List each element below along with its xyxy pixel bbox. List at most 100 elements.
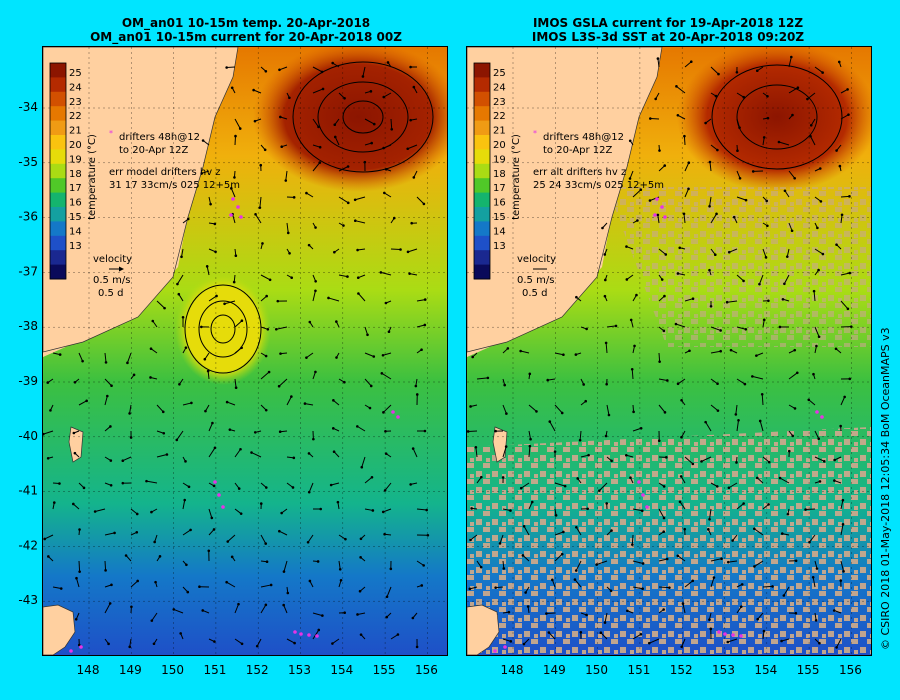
- colorbar-tick: 25: [69, 68, 82, 79]
- lat-tick-label: -34: [18, 100, 38, 114]
- svg-text:0.5 m/s: 0.5 m/s: [517, 275, 554, 286]
- colorbar-label: temperature (°C): [87, 134, 98, 220]
- left-title-line1: OM_an01 10-15m temp. 20-Apr-2018: [121, 16, 371, 30]
- svg-text:25 24 33cm/s 025 12+5m: 25 24 33cm/s 025 12+5m: [533, 180, 664, 191]
- svg-text:0.5 d: 0.5 d: [98, 288, 123, 299]
- svg-text:err model drifters hv z: err model drifters hv z: [109, 167, 221, 178]
- drifter-legend: * drifters 48h@12 to 20-Apr 12Z err mode…: [109, 129, 240, 191]
- lon-tick-label: 151: [203, 663, 226, 677]
- svg-text:velocity: velocity: [93, 254, 132, 265]
- svg-text:to 20-Apr 12Z: to 20-Apr 12Z: [119, 145, 189, 156]
- velocity-legend: velocity 0.5 m/s 0.5 d: [517, 254, 556, 299]
- drifter-tracks: [493, 197, 824, 653]
- drifter-tracks: [69, 197, 400, 653]
- lon-tick-label: 150: [585, 663, 608, 677]
- temperature-colorbar: 25 24 23 22 21 20 19 18 17 16 15 14 13 temperature (°…: [49, 62, 98, 280]
- svg-text:*: *: [533, 129, 537, 138]
- right-title-line2: IMOS L3S-3d SST at 20-Apr-2018 09:20Z: [531, 30, 805, 44]
- warm-eddy: [677, 42, 877, 192]
- drifter-legend: * drifters 48h@12 to 20-Apr 12Z err alt …: [533, 129, 664, 191]
- cloud-mask-upper: [607, 187, 871, 347]
- lon-tick-label: 149: [119, 663, 142, 677]
- credit-text: © CSIRO 2018 01-May-2018 12:05:34 BoM Oc…: [879, 327, 892, 650]
- lat-tick-label: -42: [18, 538, 38, 552]
- colorbar-tick: 19: [69, 154, 82, 165]
- colorbar-tick: 19: [493, 154, 506, 165]
- svg-text:0.5 m/s: 0.5 m/s: [93, 275, 130, 286]
- lon-tick-label: 154: [330, 663, 353, 677]
- colorbar-tick: 25: [493, 68, 506, 79]
- colorbar-tick: 15: [69, 212, 82, 223]
- satellite-sst-map[interactable]: 25 24 23 22 21 20 19 18 17 16 15 14 13 temperature (°…: [466, 42, 877, 656]
- latitude-axis: -34 -35 -36 -37 -38 -39 -40 -41 -42 -43: [18, 100, 38, 607]
- colorbar-tick: 14: [69, 226, 82, 237]
- cold-core-eddy: [175, 273, 271, 385]
- warm-eddy: [253, 42, 463, 192]
- lat-tick-label: -36: [18, 210, 38, 224]
- colorbar-tick: 21: [69, 126, 82, 137]
- lon-tick-label: 149: [543, 663, 566, 677]
- lon-tick-label: 150: [161, 663, 184, 677]
- svg-text:drifters 48h@12: drifters 48h@12: [543, 132, 624, 143]
- lon-tick-label: 155: [373, 663, 396, 677]
- lat-tick-label: -39: [18, 374, 38, 388]
- lon-tick-label: 153: [288, 663, 311, 677]
- longitude-axis: 148 149 150 151 152 153 154 155 156 148 149 150 151 1…: [77, 663, 862, 677]
- lon-tick-label: 154: [754, 663, 777, 677]
- colorbar-tick: 18: [69, 169, 82, 180]
- colorbar-tick: 16: [69, 198, 82, 209]
- colorbar-tick: 20: [493, 140, 506, 151]
- lon-tick-label: 148: [77, 663, 100, 677]
- lon-tick-label: 153: [712, 663, 735, 677]
- svg-text:*: *: [109, 129, 113, 138]
- lat-tick-label: -41: [18, 484, 38, 498]
- lon-tick-label: 152: [670, 663, 693, 677]
- colorbar-tick: 13: [69, 241, 82, 252]
- model-temperature-map[interactable]: 25 24 23 22 21 20 19 18 17 16 15 14 13 temperature (°…: [42, 42, 463, 656]
- colorbar-tick: 15: [493, 212, 506, 223]
- svg-text:0.5 d: 0.5 d: [522, 288, 547, 299]
- velocity-legend: velocity 0.5 m/s 0.5 d: [93, 254, 132, 299]
- colorbar-tick: 21: [493, 126, 506, 137]
- colorbar-tick: 22: [69, 111, 82, 122]
- colorbar-tick: 23: [69, 97, 82, 108]
- current-vectors: [42, 61, 430, 649]
- lon-tick-label: 156: [839, 663, 862, 677]
- right-title-line1: IMOS GSLA current for 19-Apr-2018 12Z: [532, 16, 804, 30]
- colorbar-label: temperature (°C): [511, 134, 522, 220]
- lon-tick-label: 148: [501, 663, 524, 677]
- colorbar-tick: 20: [69, 140, 82, 151]
- lat-tick-label: -35: [18, 155, 38, 169]
- svg-text:to 20-Apr 12Z: to 20-Apr 12Z: [543, 145, 613, 156]
- lon-tick-label: 155: [797, 663, 820, 677]
- lat-tick-label: -43: [18, 593, 38, 607]
- left-title-line2: OM_an01 10-15m current for 20-Apr-2018 0…: [90, 30, 402, 44]
- lat-tick-label: -38: [18, 319, 38, 333]
- svg-text:31 17 33cm/s 025 12+5m: 31 17 33cm/s 025 12+5m: [109, 180, 240, 191]
- colorbar-tick: 24: [69, 82, 82, 93]
- svg-text:err alt drifters hv z: err alt drifters hv z: [533, 167, 626, 178]
- svg-text:velocity: velocity: [517, 254, 556, 265]
- left-map-title: OM_an01 10-15m temp. 20-Apr-2018 OM_an01…: [44, 16, 448, 44]
- svg-text:drifters 48h@12: drifters 48h@12: [119, 132, 200, 143]
- colorbar-tick: 16: [493, 198, 506, 209]
- temperature-colorbar: 25 24 23 22 21 20 19 18 17 16 15 14 13 temperature (°…: [473, 62, 522, 280]
- colorbar-tick: 22: [493, 111, 506, 122]
- lon-tick-label: 151: [627, 663, 650, 677]
- current-vectors: [466, 55, 853, 649]
- eddy-streamlines: [184, 61, 434, 374]
- lat-tick-label: -37: [18, 264, 38, 278]
- colorbar-tick: 23: [493, 97, 506, 108]
- island: [492, 426, 508, 463]
- colorbar-tick: 13: [493, 241, 506, 252]
- colorbar-tick: 24: [493, 82, 506, 93]
- lat-tick-label: -40: [18, 429, 38, 443]
- eddy-streamlines: [711, 64, 843, 170]
- colorbar-tick: 14: [493, 226, 506, 237]
- graticule: [467, 47, 871, 655]
- lon-tick-label: 156: [415, 663, 438, 677]
- colorbar-tick: 18: [493, 169, 506, 180]
- right-map-title: IMOS GSLA current for 19-Apr-2018 12Z IM…: [466, 16, 870, 44]
- lon-tick-label: 152: [246, 663, 269, 677]
- colorbar-tick: 17: [493, 183, 506, 194]
